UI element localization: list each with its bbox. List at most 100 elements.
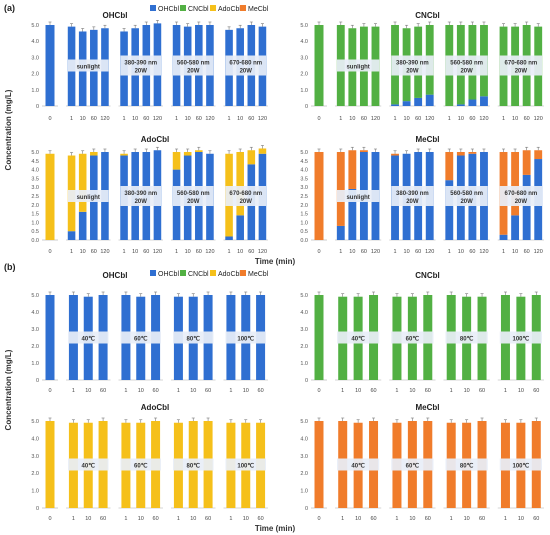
x-tick-label: 10 <box>190 388 196 394</box>
x-tick-label: 1 <box>448 249 451 255</box>
x-tick-label: 120 <box>258 116 267 122</box>
y-tick-label: 4.0 <box>31 39 39 45</box>
x-tick-label: 60 <box>143 249 149 255</box>
bar-mecbl <box>314 152 324 240</box>
bar-adocbl <box>90 152 98 156</box>
bar-adocbl <box>236 152 244 216</box>
x-tick-label: 1 <box>124 388 127 394</box>
x-tick-label: 120 <box>153 116 162 122</box>
condition-label: 670-680 nm <box>505 191 538 197</box>
condition-label: 80℃ <box>187 463 201 470</box>
y-tick-label: 2.5 <box>31 194 39 200</box>
x-tick-label: 1 <box>450 388 453 394</box>
x-tick-label: 120 <box>425 116 434 122</box>
y-tick-label: 2.0 <box>300 72 308 78</box>
x-tick-label: 1 <box>339 116 342 122</box>
condition-label: 380-390 nm <box>396 191 429 197</box>
condition-label: 20W <box>135 199 148 205</box>
y-tick-label: 4.0 <box>31 310 39 316</box>
bar-mecbl <box>348 150 357 189</box>
chart-b-mecbl: MeCbl 0 1.0 2.0 3.0 4.0 5.0 0 1 10 60 40℃ 1 10 60 60℃ 1 1… <box>300 403 544 522</box>
condition-label: 380-390 nm <box>124 191 157 197</box>
x-tick-label: 10 <box>409 388 415 394</box>
condition-label: 100℃ <box>237 463 254 470</box>
x-tick-label: 120 <box>425 249 434 255</box>
condition-label-box <box>173 55 214 76</box>
x-tick-label: 10 <box>458 249 464 255</box>
x-tick-label: 60 <box>533 388 539 394</box>
x-tick-label: 1 <box>504 388 507 394</box>
x-tick-label: 60 <box>361 249 367 255</box>
y-tick-label: 3.0 <box>31 454 39 460</box>
chart-title: CNCbl <box>415 271 439 280</box>
x-tick-label: 60 <box>258 388 264 394</box>
legend-swatch-adocbl <box>210 5 216 11</box>
x-tick-label: 1 <box>450 516 453 522</box>
chart-a-adocbl: AdoCbl 0.0 0.5 1.0 1.5 2.0 2.5 3.0 3.5 4.0 4.5 5.0 0… <box>31 135 268 255</box>
condition-label-box <box>225 55 266 76</box>
bar-adocbl <box>78 153 87 212</box>
x-tick-label: 1 <box>394 116 397 122</box>
chart-title: OHCbl <box>103 11 128 20</box>
x-tick-label: 60 <box>205 516 211 522</box>
x-tick-label: 60 <box>533 516 539 522</box>
y-tick-label: 5.0 <box>31 150 39 156</box>
chart-title: OHCbl <box>103 271 128 280</box>
condition-label-box <box>445 458 488 471</box>
bar-ohcbl <box>402 101 411 106</box>
x-tick-label: 10 <box>355 516 361 522</box>
x-tick-label: 1 <box>175 249 178 255</box>
bar-adocbl <box>183 152 192 156</box>
y-tick-label: 3.0 <box>300 327 308 333</box>
legend-label-cncbl: CNCbl <box>188 6 209 13</box>
panel-b-label: (b) <box>4 262 16 272</box>
x-tick-label: 60 <box>143 116 149 122</box>
legend-label-adocbl: AdoCbl <box>218 6 241 13</box>
x-tick-label: 60 <box>370 388 376 394</box>
y-tick-label: 3.5 <box>300 176 308 182</box>
condition-label-box <box>337 59 380 72</box>
x-tick-label: 60 <box>91 249 97 255</box>
x-tick-label: 60 <box>469 116 475 122</box>
x-tick-label: 1 <box>70 249 73 255</box>
x-tick-label: 10 <box>185 116 191 122</box>
y-axis-label-b: Concentration (mg/L) <box>4 349 13 430</box>
x-tick-label: 0 <box>317 388 320 394</box>
condition-label-box <box>68 458 109 471</box>
x-tick-label: 60 <box>415 116 421 122</box>
x-tick-label: 60 <box>425 388 431 394</box>
x-tick-label: 1 <box>394 249 397 255</box>
condition-label: 40℃ <box>351 463 365 470</box>
x-tick-label: 60 <box>153 516 159 522</box>
chart-b-ohcbl: OHCbl 0 1.0 2.0 3.0 4.0 5.0 0 1 10 60 40℃ 1 10 60 60℃ 1 1… <box>31 271 268 394</box>
bar-ohcbl <box>336 225 345 240</box>
legend-label-adocbl: AdoCbl <box>218 271 241 278</box>
x-tick-label: 1 <box>124 516 127 522</box>
x-tick-label: 1 <box>229 388 232 394</box>
x-tick-label: 1 <box>228 116 231 122</box>
bar-ohcbl <box>468 99 477 106</box>
x-tick-label: 120 <box>371 249 380 255</box>
condition-label: 40℃ <box>82 463 96 470</box>
y-axis-label-a: Concentration (mg/L) <box>4 89 13 170</box>
bar-adocbl <box>45 421 55 508</box>
bar-mecbl <box>522 150 531 175</box>
x-tick-label: 60 <box>370 516 376 522</box>
x-tick-label: 60 <box>524 116 530 122</box>
x-tick-label: 60 <box>415 249 421 255</box>
chart-title: AdoCbl <box>141 403 169 412</box>
x-tick-label: 1 <box>341 516 344 522</box>
x-tick-label: 60 <box>100 516 106 522</box>
y-tick-label: 0.5 <box>31 229 39 235</box>
bar-ohcbl <box>67 231 76 240</box>
x-tick-label: 10 <box>458 116 464 122</box>
condition-label: 40℃ <box>82 336 96 343</box>
x-tick-label: 60 <box>479 516 485 522</box>
x-tick-label: 1 <box>229 516 232 522</box>
x-tick-label: 10 <box>190 516 196 522</box>
x-tick-label: 60 <box>100 388 106 394</box>
bar-ohcbl <box>236 215 244 240</box>
y-tick-label: 3.0 <box>300 185 308 191</box>
x-tick-label: 0 <box>48 516 51 522</box>
